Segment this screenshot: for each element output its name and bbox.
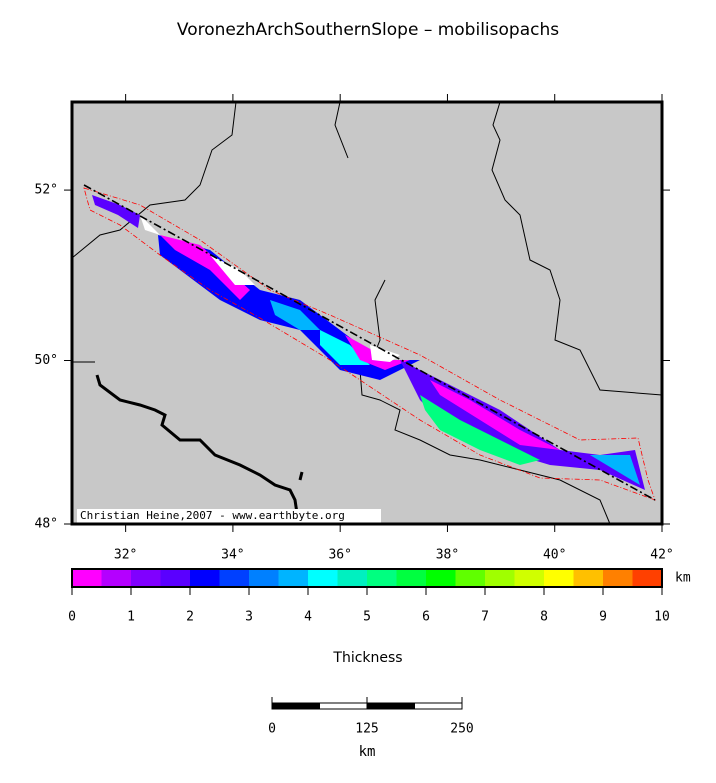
colorbar-tick-label: 5 xyxy=(363,610,371,625)
scalebar-unit: km xyxy=(359,744,376,760)
colorbar-unit: km xyxy=(675,571,691,586)
colorbar-tick-label: 1 xyxy=(127,610,135,625)
colorbar-tick-label: 6 xyxy=(422,610,430,625)
colorbar-swatch xyxy=(308,569,338,587)
colorbar-swatch xyxy=(101,569,132,587)
lat-tick-label: 48° xyxy=(35,517,58,532)
colorbar-tick-label: 2 xyxy=(186,610,194,625)
colorbar-swatch xyxy=(367,569,397,587)
lon-tick-label: 38° xyxy=(436,548,459,563)
isopach-grid xyxy=(92,195,645,490)
scalebar-segment xyxy=(414,702,463,710)
colorbar-tick-label: 9 xyxy=(599,610,607,625)
colorbar-swatch xyxy=(72,569,102,587)
colorbar-tick-label: 3 xyxy=(245,610,253,625)
lat-tick-label: 52° xyxy=(35,183,58,198)
scalebar-tick-label: 250 xyxy=(450,722,473,737)
colorbar-swatch xyxy=(278,569,309,587)
scalebar-tick-label: 125 xyxy=(355,722,378,737)
trend-line xyxy=(83,184,656,501)
colorbar-swatch xyxy=(160,569,191,587)
colorbar-swatch xyxy=(219,569,250,587)
colorbar-tick-label: 7 xyxy=(481,610,489,625)
colorbar-swatch xyxy=(485,569,515,587)
colorbar-label: Thickness xyxy=(332,650,402,666)
colorbar-swatch xyxy=(131,569,161,587)
credit-box xyxy=(77,509,381,523)
colorbar-swatch xyxy=(337,569,368,587)
lon-tick-label: 36° xyxy=(328,548,351,563)
colorbar-swatch xyxy=(249,569,279,587)
colorbar-swatch xyxy=(190,569,220,587)
colorbar-swatch xyxy=(632,569,663,587)
colorbar-swatch xyxy=(426,569,456,587)
colorbar-tick-label: 8 xyxy=(540,610,548,625)
map-title: VoronezhArchSouthernSlope – mobilisopach… xyxy=(177,20,559,40)
colorbar-swatch xyxy=(573,569,604,587)
colorbar-swatch xyxy=(514,569,545,587)
lon-tick-label: 40° xyxy=(543,548,566,563)
colorbar-tick-label: 0 xyxy=(68,610,76,625)
scalebar-segment xyxy=(319,702,368,710)
scalebar-tick-label: 0 xyxy=(268,722,276,737)
lon-tick-label: 32° xyxy=(114,548,137,563)
colorbar-swatch xyxy=(455,569,486,587)
colorbar-swatch xyxy=(396,569,427,587)
colorbar-swatch xyxy=(603,569,633,587)
region-outline xyxy=(83,187,656,501)
credit: Christian Heine,2007 - www.earthbyte.org xyxy=(80,509,345,522)
scalebar-segment xyxy=(366,702,415,710)
lon-tick-label: 42° xyxy=(650,548,673,563)
scalebar-segment xyxy=(271,702,320,710)
colorbar-tick-label: 10 xyxy=(654,610,670,625)
map-frame xyxy=(70,100,664,526)
coastline xyxy=(95,374,304,521)
lat-tick-label: 50° xyxy=(35,353,58,368)
colorbar-tick-label: 4 xyxy=(304,610,312,625)
lon-tick-label: 34° xyxy=(221,548,244,563)
colorbar-swatch xyxy=(544,569,574,587)
